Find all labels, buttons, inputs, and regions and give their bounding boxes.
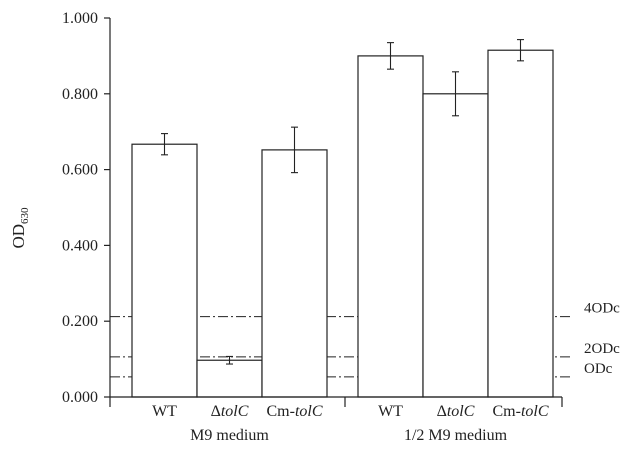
y-tick-label-1: 0.200 bbox=[62, 313, 98, 330]
axes bbox=[104, 17, 563, 407]
category-label-0-0: WT bbox=[152, 403, 177, 420]
bar-1-1 bbox=[422, 93, 489, 398]
group-label-1: 1/2 M9 medium bbox=[404, 427, 508, 444]
y-tick-label-0: 0.000 bbox=[62, 389, 98, 406]
bar-0-0 bbox=[131, 143, 198, 398]
category-label-0-1: ΔtolC bbox=[211, 403, 249, 420]
category-label-1-0: WT bbox=[378, 403, 403, 420]
reference-label-4odc: 4ODc bbox=[584, 301, 620, 317]
category-label-0-2: Cm-tolC bbox=[266, 403, 322, 420]
bar-0-2 bbox=[261, 149, 328, 398]
reference-label-odc: ODc bbox=[584, 361, 613, 377]
bar-1-2 bbox=[487, 49, 554, 398]
y-tick-label-2: 0.400 bbox=[62, 237, 98, 254]
labels: 4ODc 2ODc ODc WT ΔtolC Cm-tolC M9 medium WT Δtol… bbox=[9, 10, 620, 444]
category-label-1-1: ΔtolC bbox=[437, 403, 475, 420]
reference-label-2odc: 2ODc bbox=[584, 341, 620, 357]
bar-1-0 bbox=[357, 55, 424, 398]
bar-0-1 bbox=[196, 359, 263, 398]
category-label-1-2: Cm-tolC bbox=[492, 403, 548, 420]
y-tick-label-4: 0.800 bbox=[62, 86, 98, 103]
y-tick-label-5: 1.000 bbox=[62, 10, 98, 27]
group-label-0: M9 medium bbox=[190, 427, 269, 444]
y-tick-label-3: 0.600 bbox=[62, 162, 98, 179]
bars bbox=[131, 39, 554, 398]
y-axis-label: OD630 bbox=[9, 207, 31, 249]
